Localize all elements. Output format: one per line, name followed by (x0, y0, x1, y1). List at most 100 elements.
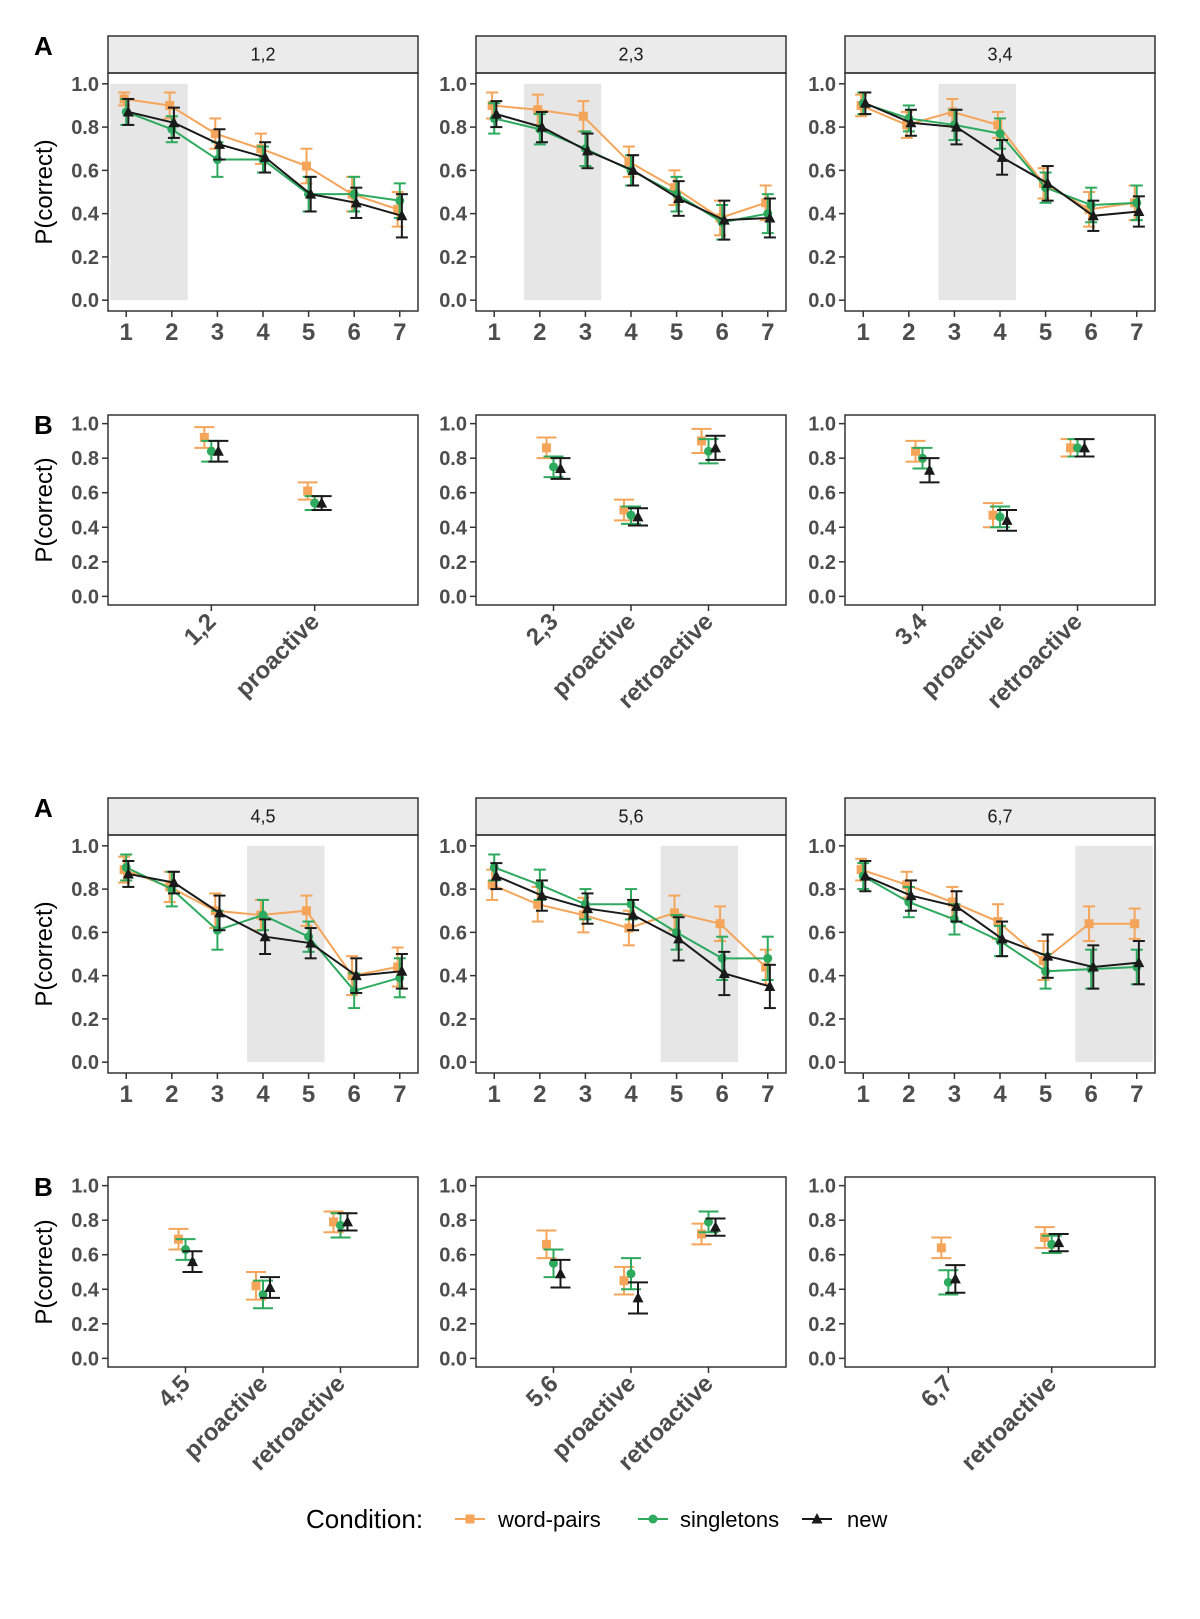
y-tick-label: 0.0 (808, 1348, 836, 1370)
data-point (336, 1220, 345, 1230)
x-category-label: 5,6 (521, 1370, 564, 1413)
x-tick-label: 4 (993, 1081, 1007, 1108)
x-tick-label: 6 (347, 319, 360, 346)
data-point (258, 1289, 268, 1299)
strip-box (844, 35, 1156, 74)
data-point (489, 862, 499, 872)
data-point (555, 1267, 566, 1279)
legend-label: singletons (680, 1507, 779, 1532)
y-tick-label: 1.0 (439, 836, 467, 858)
x-tick-label: 3 (579, 319, 592, 346)
x-tick-label: 7 (393, 1081, 406, 1108)
data-point (549, 462, 558, 472)
panel-A-3-row3: 6,7 0.0 0.2 0.4 0.6 0.8 1.0 1 2 3 4 5 6 7 (808, 797, 1156, 1108)
data-point (995, 512, 1005, 522)
data-point (582, 902, 594, 914)
data-point (214, 138, 226, 149)
y-tick-label: 0.4 (439, 204, 468, 226)
y-tick-label: 0.8 (808, 448, 836, 470)
y-tick-label: 0.2 (71, 247, 99, 269)
series-singletons (543, 438, 719, 525)
data-point (1133, 205, 1145, 216)
data-point (947, 897, 957, 907)
y-axis-label: P(correct) (31, 139, 58, 244)
y-tick-label: 1.0 (71, 74, 99, 96)
data-point (717, 953, 727, 963)
y-tick-label: 1.0 (71, 1176, 99, 1198)
data-point (996, 932, 1008, 944)
x-tick-label: 5 (1039, 1081, 1052, 1108)
y-tick-label: 0.4 (71, 517, 100, 539)
data-point (393, 204, 403, 214)
series-new (208, 439, 332, 511)
data-point (181, 1245, 190, 1255)
x-tick-label: 1 (857, 1081, 870, 1108)
data-point (1133, 956, 1145, 968)
y-tick-label: 1.0 (439, 74, 467, 96)
data-point (949, 1272, 961, 1284)
data-point (396, 965, 408, 976)
y-tick-label: 0.8 (439, 117, 467, 139)
y-tick-label: 0.4 (439, 517, 468, 539)
y-tick-label: 0.8 (439, 1210, 467, 1232)
y-axis-label: P(correct) (31, 901, 58, 1006)
data-point (669, 908, 679, 918)
row-tag: B (34, 1172, 53, 1202)
y-tick-label: 0.2 (808, 247, 836, 269)
strip-box (475, 797, 787, 836)
y-tick-label: 0.0 (808, 1052, 836, 1074)
panel-B-1-row4: 0.00.20.40.60.81.0P(correct)B4,5proactiv… (31, 1172, 419, 1476)
y-tick-label: 0.2 (71, 1009, 99, 1031)
y-tick-label: 0.4 (71, 1279, 100, 1301)
x-tick-label: 5 (302, 1081, 315, 1108)
data-point (555, 462, 566, 474)
data-point (310, 498, 320, 508)
data-point (490, 108, 502, 119)
panel-border (475, 834, 787, 1074)
strip-box (475, 35, 787, 74)
y-tick-label: 0.0 (71, 586, 99, 608)
y-tick-label: 0.0 (439, 290, 467, 312)
data-point (259, 930, 271, 942)
data-point (1084, 204, 1094, 214)
x-category-label: retroactive (956, 1370, 1062, 1476)
data-point (396, 209, 408, 221)
legend-key-marker (648, 1514, 658, 1524)
x-tick-label: 5 (670, 1081, 683, 1108)
x-category-label: 2,3 (521, 608, 564, 651)
x-tick-label: 5 (670, 319, 683, 346)
x-tick-label: 1 (857, 319, 870, 346)
data-point (535, 880, 545, 890)
y-tick-label: 0.8 (808, 1210, 836, 1232)
series-new (550, 1217, 726, 1315)
y-axis-label: P(correct) (31, 457, 58, 562)
panel-B-3-row2: 0.00.20.40.60.81.03,4proactiveretroactiv… (808, 414, 1156, 714)
data-point (168, 876, 180, 888)
data-point (303, 486, 313, 496)
y-tick-label: 0.6 (71, 160, 99, 182)
data-point (350, 969, 362, 981)
y-tick-label: 0.2 (439, 1009, 467, 1031)
data-point (764, 980, 776, 991)
data-point (301, 161, 311, 171)
data-point (487, 100, 497, 110)
legend-item-word-pairs: word-pairs (455, 1507, 601, 1532)
data-point (951, 900, 963, 911)
data-point (1040, 1232, 1050, 1242)
data-point (199, 432, 209, 442)
y-tick-label: 0.8 (808, 117, 836, 139)
x-tick-label: 1 (120, 319, 133, 346)
y-tick-label: 0.4 (71, 204, 100, 226)
series-new (490, 100, 776, 241)
data-point (214, 906, 226, 918)
y-tick-label: 0.8 (439, 448, 467, 470)
y-tick-label: 0.0 (439, 586, 467, 608)
x-tick-label: 5 (1039, 319, 1052, 346)
y-tick-label: 0.6 (808, 922, 836, 944)
data-point (1038, 178, 1048, 188)
strip-label: 1,2 (250, 45, 275, 65)
series-new (182, 1212, 358, 1299)
y-tick-label: 0.4 (808, 517, 837, 539)
